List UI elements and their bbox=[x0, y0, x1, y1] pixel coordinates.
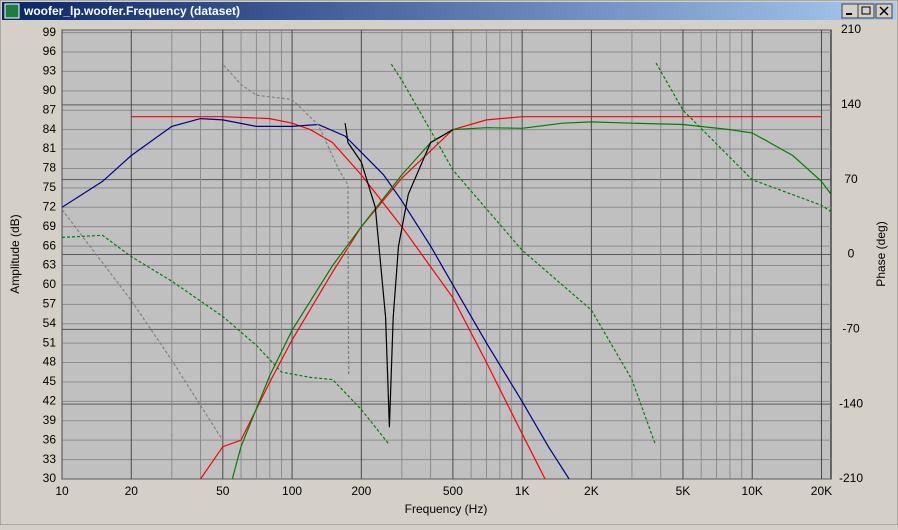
y2-tick-label: -140 bbox=[839, 396, 863, 410]
y-tick-label: 81 bbox=[43, 141, 57, 155]
y-tick-label: 36 bbox=[43, 432, 57, 446]
curves bbox=[62, 62, 831, 479]
y-tick-label: 57 bbox=[43, 296, 57, 310]
amplitude-curve bbox=[344, 123, 454, 428]
x-tick-label: 10 bbox=[55, 484, 69, 498]
app-icon bbox=[4, 3, 20, 19]
amplitude-curve bbox=[200, 116, 822, 479]
grid bbox=[61, 29, 831, 480]
y-tick-label: 93 bbox=[43, 64, 57, 78]
y-tick-label: 69 bbox=[43, 219, 57, 233]
y-tick-label: 75 bbox=[43, 180, 57, 194]
y-tick-label: 87 bbox=[43, 102, 57, 116]
x-tick-label: 10K bbox=[742, 484, 763, 498]
y2-tick-label: 70 bbox=[844, 172, 858, 186]
y-tick-label: 48 bbox=[43, 355, 57, 369]
x-tick-label: 1K bbox=[515, 484, 530, 498]
phase-curve bbox=[62, 62, 831, 446]
window-buttons bbox=[841, 3, 893, 19]
x-axis-title: Frequency (Hz) bbox=[405, 502, 488, 516]
y-tick-label: 90 bbox=[43, 83, 57, 97]
y2-tick-label: 140 bbox=[841, 97, 861, 111]
amplitude-curve bbox=[231, 121, 831, 479]
y2-axis-title: Phase (deg) bbox=[874, 221, 888, 286]
close-icon bbox=[879, 6, 889, 16]
axis-labels: 30 33 36 39 42 45 48 51 54 57 60 63 66 69 72 75 78 81 84 87… bbox=[43, 22, 864, 498]
y-tick-label: 42 bbox=[43, 394, 57, 408]
y-tick-label: 30 bbox=[43, 471, 57, 485]
phase-curve bbox=[62, 64, 350, 441]
x-tick-label: 100 bbox=[282, 484, 302, 498]
y-tick-label: 99 bbox=[43, 25, 57, 39]
y-tick-label: 63 bbox=[43, 258, 57, 272]
y-tick-label: 84 bbox=[43, 122, 57, 136]
y-tick-label: 51 bbox=[43, 335, 57, 349]
y2-tick-label: -70 bbox=[842, 322, 860, 336]
amplitude-curve bbox=[62, 117, 570, 479]
x-tick-label: 5K bbox=[676, 484, 691, 498]
y2-tick-label: 0 bbox=[848, 247, 855, 261]
y-tick-label: 96 bbox=[43, 44, 57, 58]
amplitude-curve bbox=[131, 116, 546, 479]
y-tick-label: 54 bbox=[43, 316, 57, 330]
window-title: woofer_lp.woofer.Frequency (dataset) bbox=[23, 4, 240, 18]
y-tick-label: 45 bbox=[43, 374, 57, 388]
y-tick-label: 66 bbox=[43, 238, 57, 252]
x-tick-label: 500 bbox=[443, 484, 463, 498]
y2-tick-label: -210 bbox=[839, 471, 863, 485]
x-tick-label: 200 bbox=[351, 484, 371, 498]
minimize-button[interactable] bbox=[841, 3, 859, 19]
x-tick-label: 2K bbox=[584, 484, 599, 498]
y-tick-label: 39 bbox=[43, 413, 57, 427]
maximize-button[interactable] bbox=[857, 3, 875, 19]
maximize-icon bbox=[861, 6, 871, 15]
y-tick-label: 33 bbox=[43, 452, 57, 466]
y-tick-label: 78 bbox=[43, 161, 57, 175]
x-tick-label: 20 bbox=[125, 484, 139, 498]
y2-tick-label: 210 bbox=[841, 22, 861, 36]
title-bar bbox=[2, 2, 896, 20]
y-tick-label: 60 bbox=[43, 277, 57, 291]
y-axis-title: Amplitude (dB) bbox=[8, 214, 22, 293]
x-tick-label: 50 bbox=[216, 484, 230, 498]
x-tick-label: 20K bbox=[811, 484, 832, 498]
y-tick-label: 72 bbox=[43, 199, 57, 213]
